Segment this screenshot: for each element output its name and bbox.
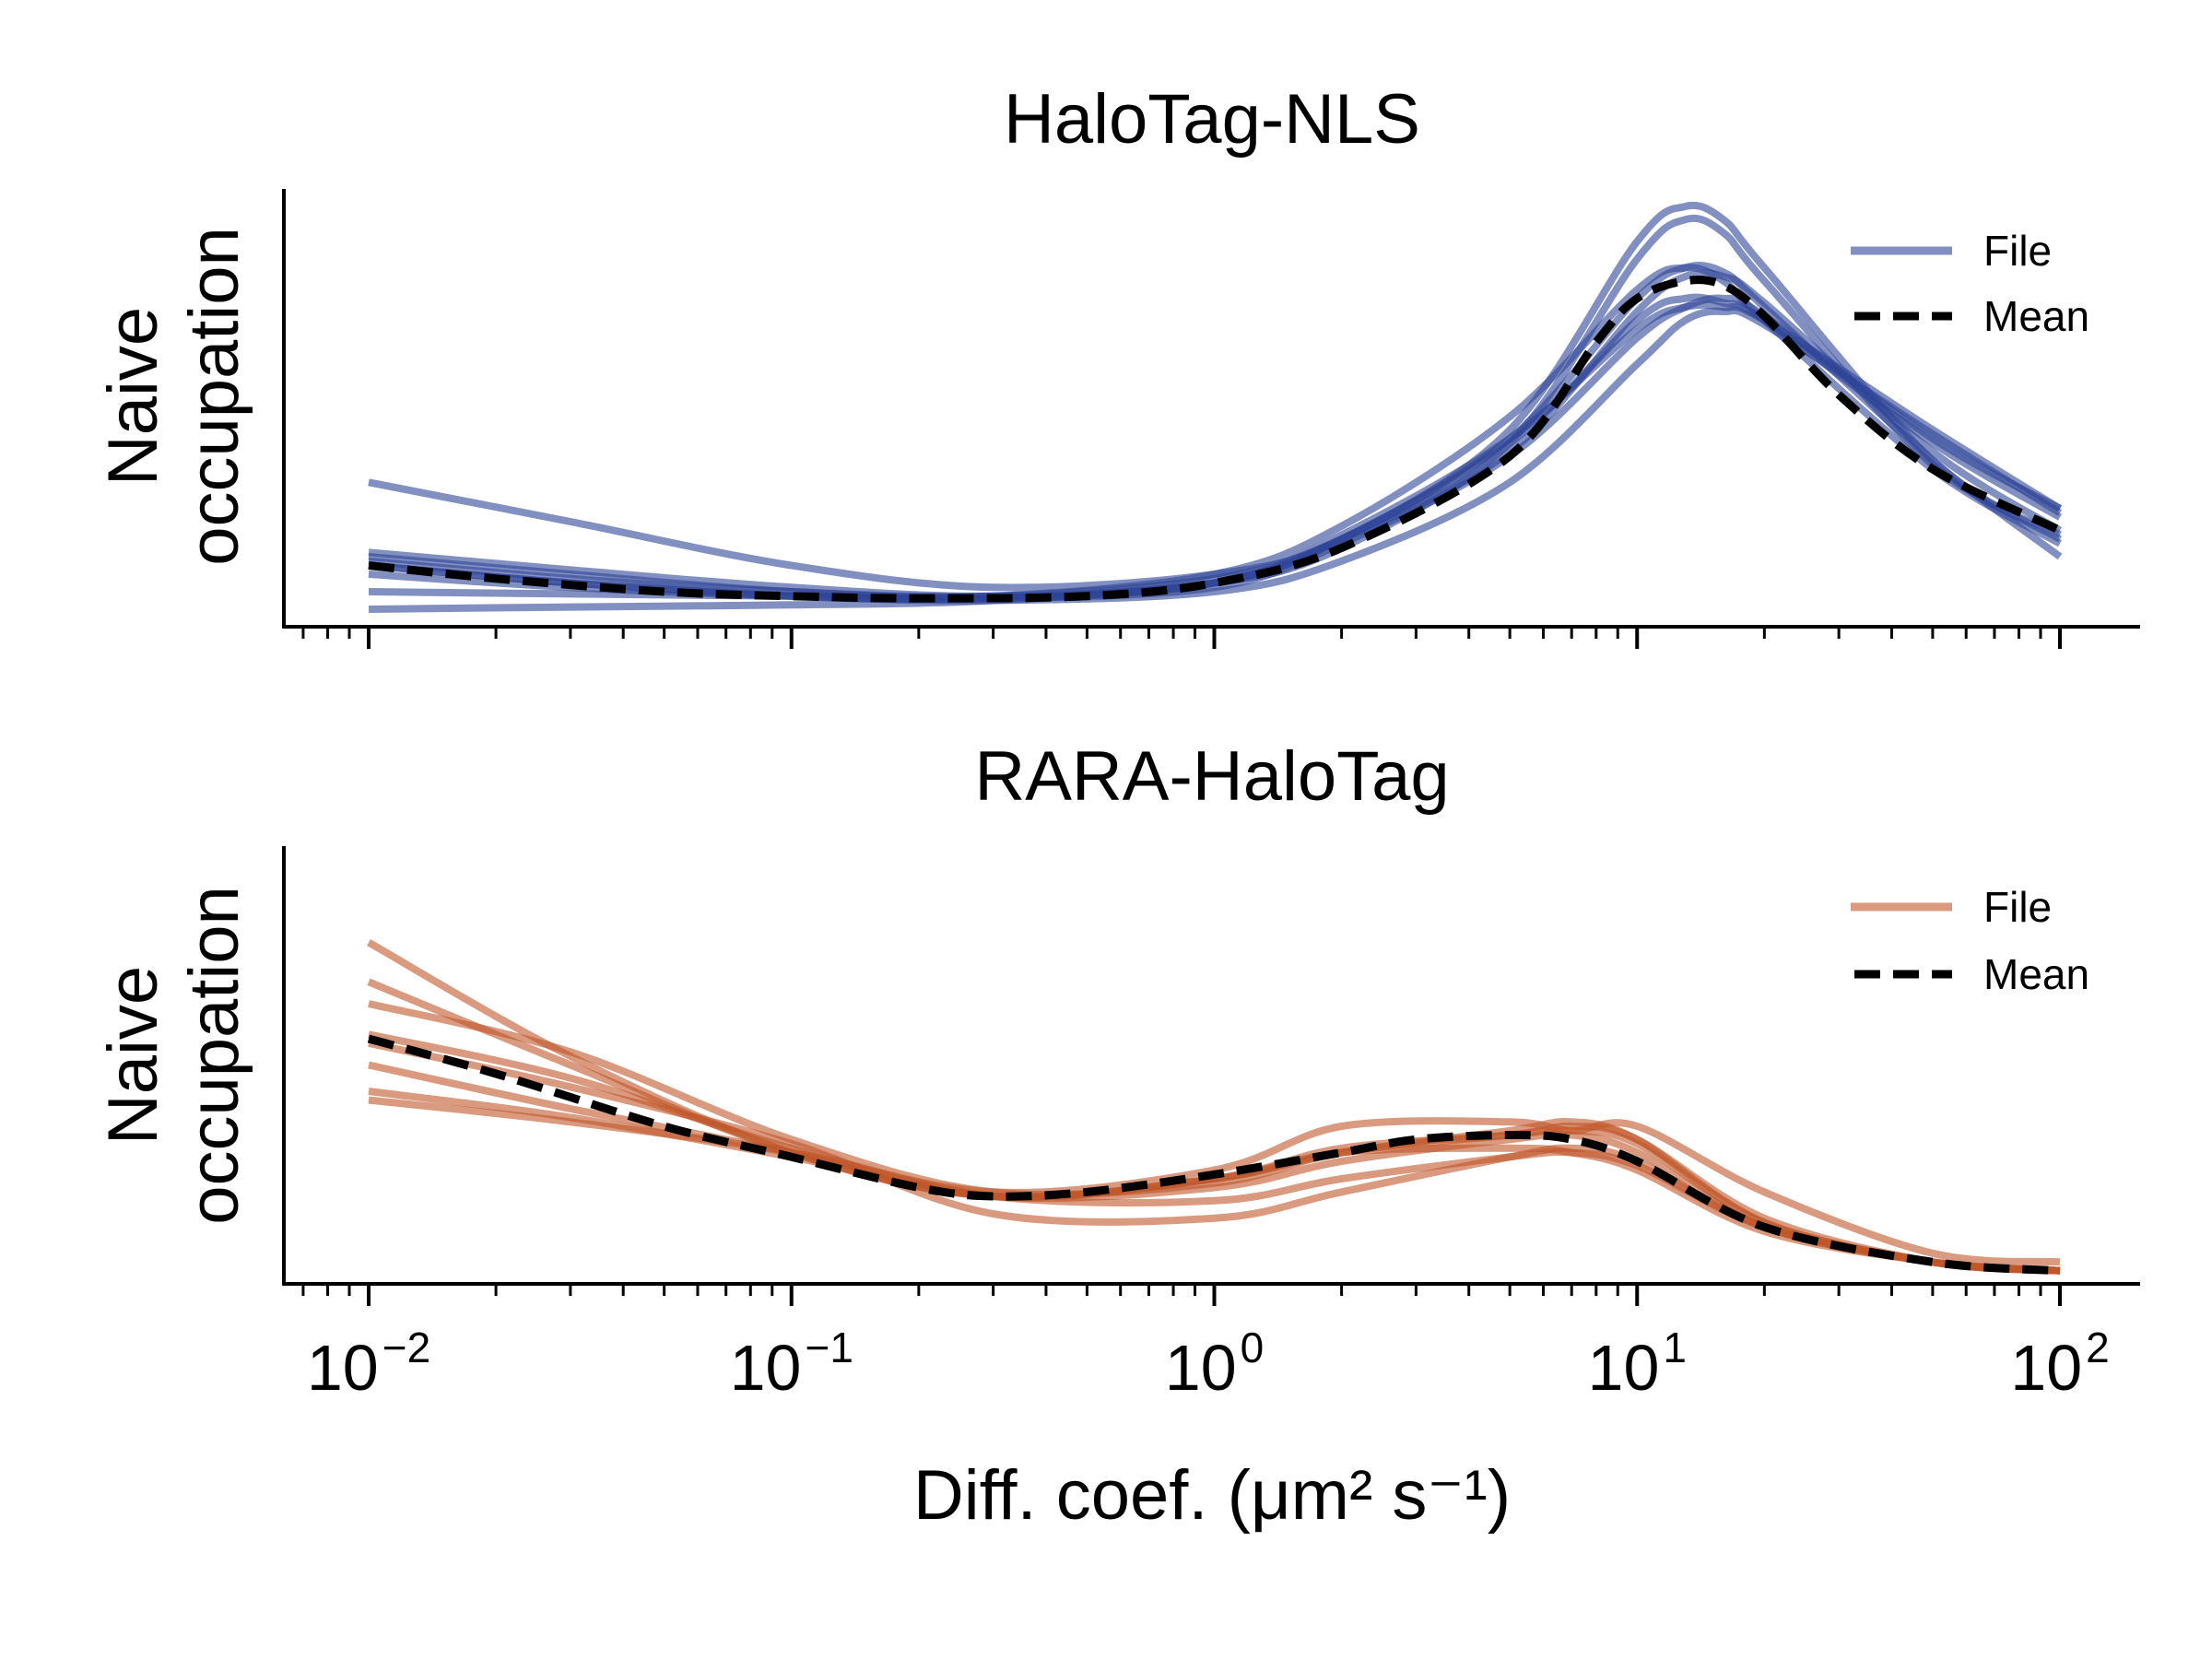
x-tick-labels: 10−2 10−1 100 101 102 bbox=[307, 1324, 2110, 1404]
x-axis-label: Diff. coef. (μm² s⁻¹) bbox=[913, 1456, 1511, 1535]
file-curve-2 bbox=[368, 214, 2062, 600]
series-group bbox=[367, 939, 2061, 1276]
series-group bbox=[368, 201, 2063, 613]
panel-halotag-nls: HaloTag-NLS Naive occupation File Mean bbox=[94, 80, 2140, 649]
legend-file-label: File bbox=[1983, 883, 2052, 931]
axes bbox=[282, 846, 2140, 1306]
y-axis-label-line-1: Naive bbox=[94, 966, 172, 1145]
panel-title: HaloTag-NLS bbox=[1004, 80, 1420, 159]
legend-mean-label: Mean bbox=[1983, 292, 2089, 340]
x-tick-label: 10−2 bbox=[307, 1324, 430, 1404]
x-tick-label: 10−1 bbox=[730, 1324, 853, 1404]
mean-curve bbox=[368, 276, 2062, 603]
panel-rara-halotag: RARA-HaloTag Naive occupation 10−2 10−1 10… bbox=[94, 737, 2140, 1404]
y-axis-label-line-1: Naive bbox=[94, 307, 172, 486]
legend: File Mean bbox=[1851, 227, 2089, 340]
x-tick-label: 102 bbox=[2010, 1324, 2109, 1404]
x-tick-label: 100 bbox=[1165, 1324, 1264, 1404]
file-curve-1 bbox=[368, 201, 2063, 592]
axes bbox=[282, 189, 2140, 649]
y-axis-label-line-2: occupation bbox=[175, 886, 253, 1225]
legend-file-label: File bbox=[1983, 227, 2052, 275]
file-curve-9 bbox=[368, 300, 2063, 613]
legend-mean-label: Mean bbox=[1983, 950, 2089, 998]
x-tick-label: 101 bbox=[1588, 1324, 1687, 1404]
y-axis-label-line-2: occupation bbox=[175, 227, 253, 566]
legend: File Mean bbox=[1851, 883, 2089, 998]
mean-curve bbox=[367, 1034, 2061, 1276]
panel-title: RARA-HaloTag bbox=[974, 737, 1449, 816]
